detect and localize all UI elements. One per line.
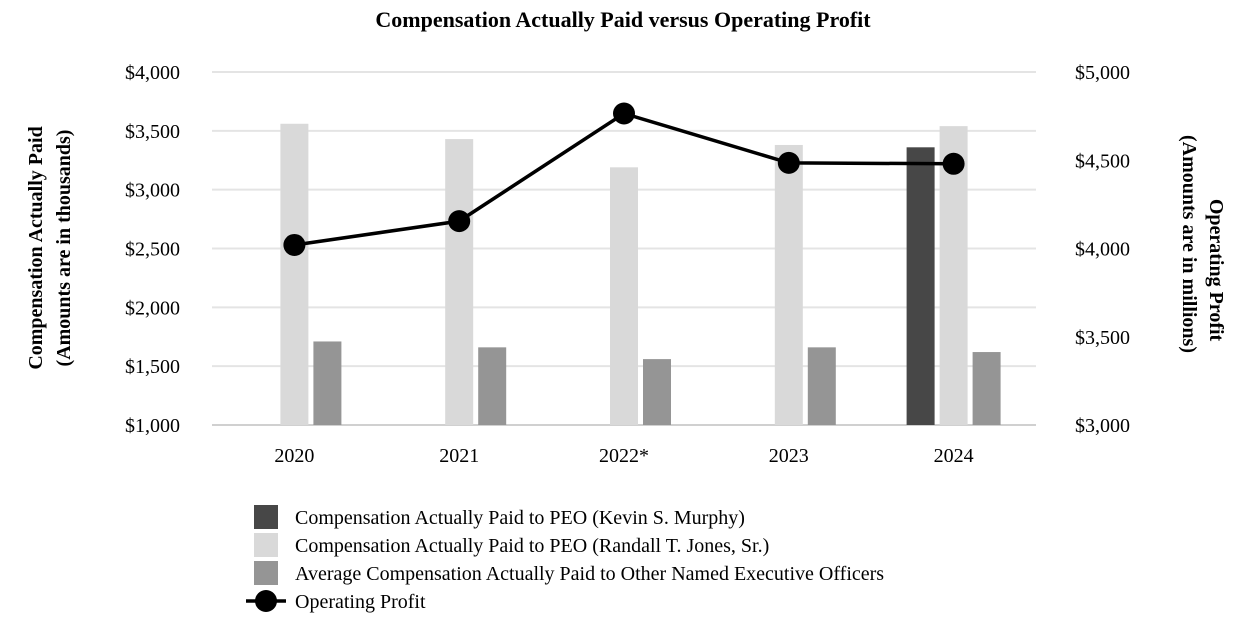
left-axis-title-line1: Compensation Actually Paid (25, 126, 47, 369)
bar-3-2022 (643, 359, 671, 425)
legend-swatch (254, 505, 278, 529)
bar-3-2024 (972, 352, 1001, 425)
bar-2-2021 (445, 139, 474, 425)
right-axis-ticks: $3,000 $3,500 $4,000 $4,500 $5,000 (1075, 62, 1130, 437)
operating-profit-point-2022 (613, 102, 635, 125)
left-tick-label: $2,000 (125, 297, 180, 319)
bar-2-2023 (774, 144, 803, 425)
legend-label: Compensation Actually Paid to PEO (Kevin… (295, 507, 745, 529)
left-tick-label: $1,500 (125, 356, 180, 378)
x-tick-label: 2024 (934, 445, 974, 467)
bar-3-2021 (478, 347, 507, 425)
bar-2-2022 (610, 167, 638, 425)
x-tick-label: 2020 (274, 445, 314, 467)
left-tick-label: $1,000 (125, 415, 180, 437)
legend-marker (255, 590, 277, 612)
legend-label: Average Compensation Actually Paid to Ot… (295, 563, 884, 585)
left-axis-title: Compensation Actually Paid (Amounts are … (25, 126, 75, 369)
right-axis-title-line2: (Amounts are in millions) (1178, 135, 1200, 353)
left-tick-label: $3,000 (125, 180, 180, 202)
right-tick-label: $3,500 (1075, 327, 1130, 349)
legend-swatch (254, 533, 278, 557)
right-axis-title-line1: Operating Profit (1205, 199, 1227, 342)
bar-2-2020 (280, 123, 309, 426)
right-tick-label: $4,000 (1075, 239, 1130, 261)
operating-profit-line (283, 102, 965, 256)
left-axis-ticks: $1,000 $1,500 $2,000 $2,500 $3,000 $3,500 $4,0… (125, 62, 180, 437)
x-axis-ticks: 2020 2021 2022* 2023 2024 (274, 445, 973, 467)
legend-label: Operating Profit (295, 591, 426, 613)
legend-swatch (254, 561, 278, 585)
right-axis-title: Operating Profit (Amounts are in million… (1178, 135, 1227, 353)
bar-1-2024 (906, 147, 935, 425)
bar-2-2024 (939, 126, 968, 426)
x-tick-label: 2021 (439, 445, 479, 467)
left-axis-title-line2: (Amounts are in thousands) (53, 130, 75, 367)
right-tick-label: $4,500 (1075, 150, 1130, 172)
left-tick-label: $3,500 (125, 121, 180, 143)
bar-3-2023 (807, 347, 836, 425)
bars (280, 123, 1001, 426)
bar-3-2020 (313, 341, 342, 425)
operating-profit-point-2024 (942, 152, 965, 175)
left-tick-label: $2,500 (125, 239, 180, 261)
operating-profit-point-2020 (283, 233, 306, 256)
operating-profit-point-2021 (448, 210, 471, 233)
right-tick-label: $5,000 (1075, 62, 1130, 84)
x-tick-label: 2023 (769, 445, 809, 467)
right-tick-label: $3,000 (1075, 415, 1130, 437)
chart-title: Compensation Actually Paid versus Operat… (375, 7, 871, 32)
x-tick-label: 2022* (599, 445, 649, 467)
legend: Compensation Actually Paid to PEO (Kevin… (246, 505, 884, 613)
operating-profit-point-2023 (777, 151, 800, 174)
left-tick-label: $4,000 (125, 62, 180, 84)
legend-label: Compensation Actually Paid to PEO (Randa… (295, 535, 769, 557)
